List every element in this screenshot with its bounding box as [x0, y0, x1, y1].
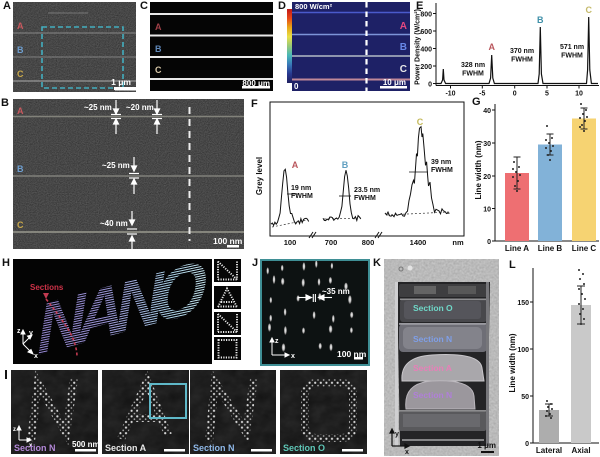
svg-text:C: C — [585, 5, 592, 15]
svg-text:Lateral: Lateral — [536, 446, 562, 455]
svg-text:800: 800 — [362, 238, 375, 246]
svg-text:1400: 1400 — [410, 238, 427, 246]
svg-text:FWHM: FWHM — [561, 53, 583, 60]
svg-text:A: A — [292, 160, 299, 170]
svg-text:nm: nm — [452, 238, 464, 246]
svg-text:0: 0 — [525, 441, 529, 448]
svg-text:50: 50 — [521, 394, 529, 401]
svg-text:B: B — [537, 15, 544, 25]
svg-text:10: 10 — [575, 91, 583, 97]
svg-text:0: 0 — [487, 239, 491, 246]
svg-text:y: y — [395, 431, 399, 438]
svg-text:200: 200 — [420, 64, 432, 71]
svg-text:Line width (nm): Line width (nm) — [474, 140, 483, 199]
svg-text:100: 100 — [284, 238, 297, 246]
svg-text:500 nm: 500 nm — [72, 440, 100, 449]
svg-text:z: z — [275, 338, 279, 345]
svg-text:y: y — [29, 330, 33, 337]
svg-text:x: x — [405, 449, 409, 454]
svg-text:700: 700 — [325, 238, 338, 246]
svg-text:30: 30 — [483, 141, 491, 148]
svg-text:5: 5 — [545, 91, 549, 97]
svg-text:0: 0 — [428, 82, 432, 89]
svg-text:x: x — [34, 353, 38, 360]
svg-text:Power Density (W/cm²): Power Density (W/cm²) — [415, 9, 422, 85]
svg-text:20: 20 — [483, 174, 491, 181]
svg-text:Section A: Section A — [105, 443, 147, 453]
svg-text:39 nm: 39 nm — [431, 159, 451, 166]
svg-text:x: x — [29, 443, 33, 449]
svg-text:x: x — [291, 353, 295, 360]
svg-text:Section N: Section N — [193, 443, 235, 453]
svg-text:z: z — [17, 328, 21, 335]
svg-text:Line B: Line B — [538, 244, 563, 253]
svg-text:10: 10 — [483, 207, 491, 214]
svg-text:FWHM: FWHM — [431, 167, 453, 174]
svg-text:A: A — [488, 42, 495, 52]
svg-text:Section O: Section O — [283, 443, 325, 453]
svg-text:FWHM: FWHM — [511, 57, 533, 64]
svg-text:400: 400 — [420, 47, 432, 54]
svg-text:Line A: Line A — [505, 244, 529, 253]
svg-text:0: 0 — [513, 91, 517, 97]
svg-text:150: 150 — [517, 300, 529, 307]
svg-text:Line width (nm): Line width (nm) — [508, 333, 517, 392]
svg-text:40: 40 — [483, 108, 491, 115]
svg-text:100: 100 — [517, 347, 529, 354]
svg-text:FWHM: FWHM — [462, 71, 484, 78]
svg-text:23.5 nm: 23.5 nm — [354, 187, 380, 194]
svg-text:B: B — [342, 160, 349, 170]
svg-text:Line C: Line C — [572, 244, 597, 253]
svg-text:-10: -10 — [445, 91, 455, 97]
svg-text:328 nm: 328 nm — [461, 62, 485, 69]
svg-text:600: 600 — [420, 29, 432, 36]
svg-text:571 nm: 571 nm — [560, 44, 584, 51]
svg-text:19 nm: 19 nm — [291, 185, 311, 192]
svg-text:370 nm: 370 nm — [510, 48, 534, 55]
svg-text:FWHM: FWHM — [291, 193, 313, 200]
svg-text:Section N: Section N — [14, 443, 56, 453]
svg-text:z: z — [13, 427, 16, 433]
svg-text:FWHM: FWHM — [354, 195, 376, 202]
svg-text:Grey level: Grey level — [255, 157, 264, 195]
svg-text:C: C — [417, 117, 424, 127]
svg-text:Axial: Axial — [571, 446, 590, 455]
svg-text:-5: -5 — [479, 91, 485, 97]
svg-text:800: 800 — [420, 12, 432, 19]
